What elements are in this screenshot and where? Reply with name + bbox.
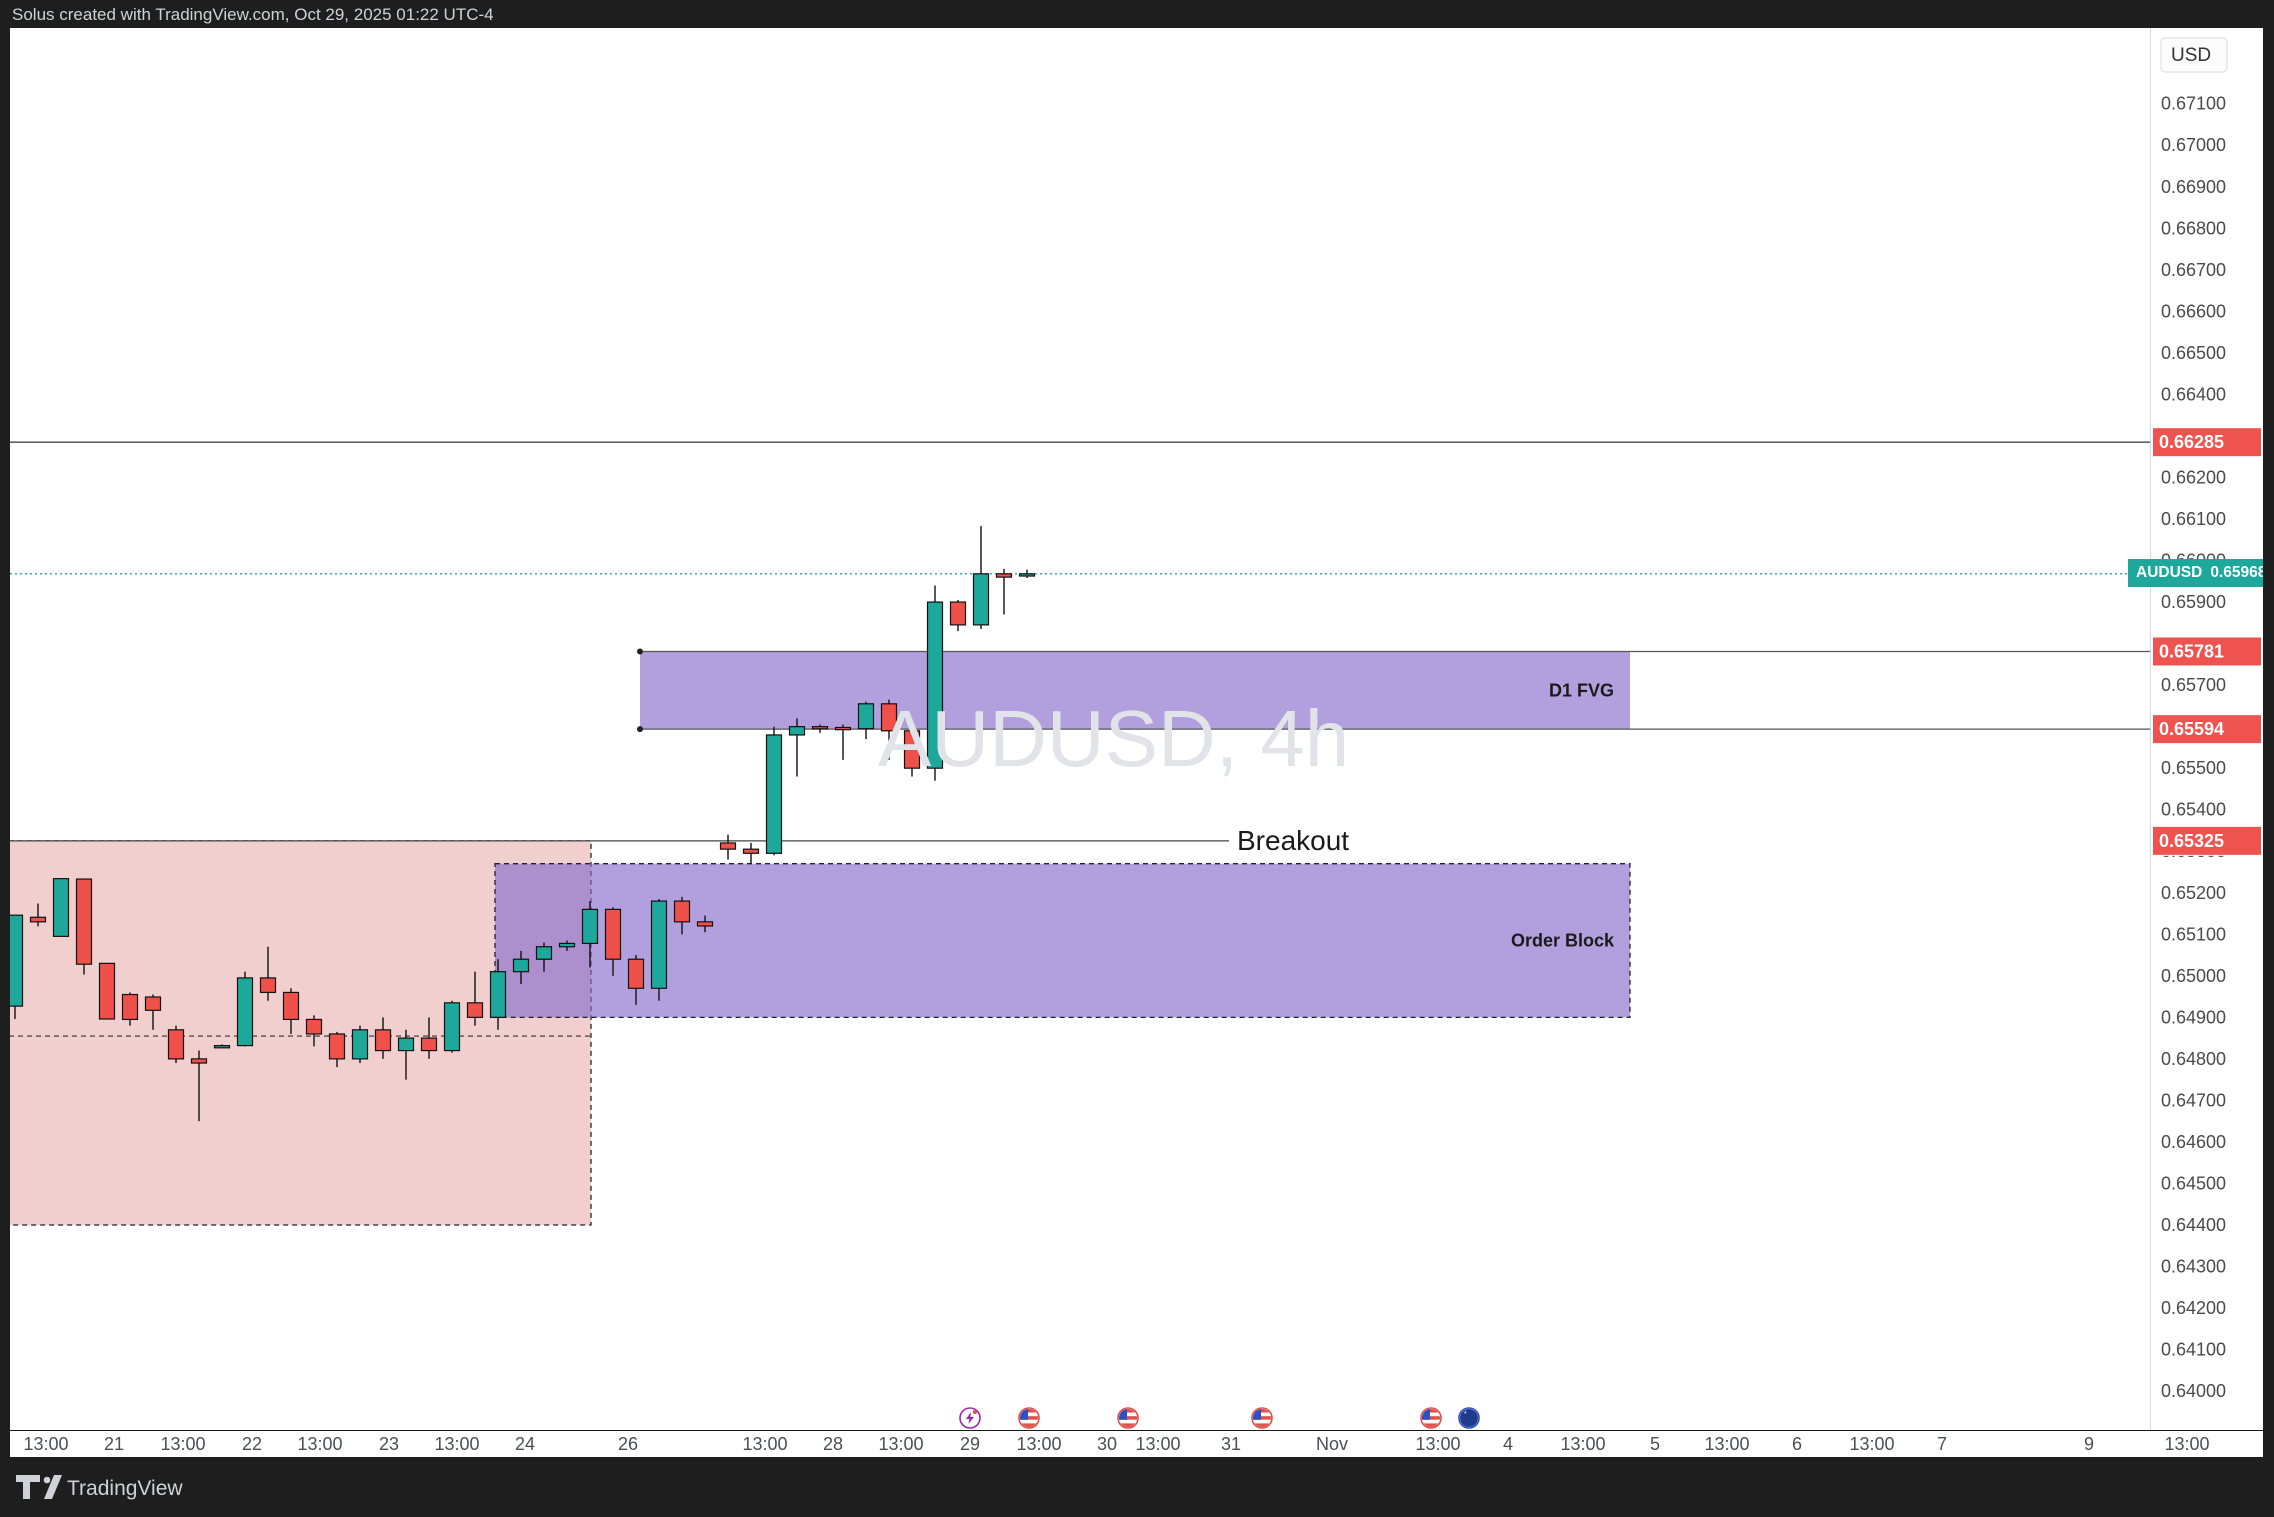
svg-text:0.65594: 0.65594 xyxy=(2159,719,2224,739)
svg-text:0.66500: 0.66500 xyxy=(2161,343,2226,363)
svg-text:0.66600: 0.66600 xyxy=(2161,301,2226,321)
svg-text:0.66700: 0.66700 xyxy=(2161,260,2226,280)
svg-text:0.64700: 0.64700 xyxy=(2161,1090,2226,1110)
svg-text:0.65900: 0.65900 xyxy=(2161,592,2226,612)
svg-text:Breakout: Breakout xyxy=(1237,825,1349,856)
svg-text:0.65000: 0.65000 xyxy=(2161,966,2226,986)
svg-text:TradingView: TradingView xyxy=(67,1477,183,1500)
svg-text:0.64400: 0.64400 xyxy=(2161,1215,2226,1235)
svg-text:0.67100: 0.67100 xyxy=(2161,94,2226,114)
svg-text:USD: USD xyxy=(2171,45,2211,66)
svg-text:0.66900: 0.66900 xyxy=(2161,177,2226,197)
svg-text:0.64800: 0.64800 xyxy=(2161,1049,2226,1069)
svg-text:0.64100: 0.64100 xyxy=(2161,1340,2226,1360)
svg-text:0.65400: 0.65400 xyxy=(2161,800,2226,820)
svg-text:0.65325: 0.65325 xyxy=(2159,831,2224,851)
svg-text:0.64200: 0.64200 xyxy=(2161,1298,2226,1318)
svg-text:0.66200: 0.66200 xyxy=(2161,467,2226,487)
svg-text:Order Block: Order Block xyxy=(1511,931,1615,951)
svg-text:0.66800: 0.66800 xyxy=(2161,218,2226,238)
svg-text:0.66100: 0.66100 xyxy=(2161,509,2226,529)
svg-text:D1 FVG: D1 FVG xyxy=(1549,680,1614,700)
svg-text:0.64000: 0.64000 xyxy=(2161,1381,2226,1401)
svg-text:AUDUSD, 4h: AUDUSD, 4h xyxy=(878,694,1349,783)
svg-text:0.66400: 0.66400 xyxy=(2161,384,2226,404)
svg-text:0.64900: 0.64900 xyxy=(2161,1007,2226,1027)
svg-text:*: * xyxy=(1464,1411,1467,1418)
svg-text:0.65100: 0.65100 xyxy=(2161,924,2226,944)
svg-text:0.66285: 0.66285 xyxy=(2159,432,2224,452)
svg-text:0.65781: 0.65781 xyxy=(2159,641,2224,661)
svg-text:0.64600: 0.64600 xyxy=(2161,1132,2226,1152)
svg-text:0.64500: 0.64500 xyxy=(2161,1173,2226,1193)
svg-text:0.65500: 0.65500 xyxy=(2161,758,2226,778)
svg-text:0.64300: 0.64300 xyxy=(2161,1257,2226,1277)
svg-text:0.67000: 0.67000 xyxy=(2161,135,2226,155)
svg-text:0.65200: 0.65200 xyxy=(2161,883,2226,903)
svg-text:0.65700: 0.65700 xyxy=(2161,675,2226,695)
